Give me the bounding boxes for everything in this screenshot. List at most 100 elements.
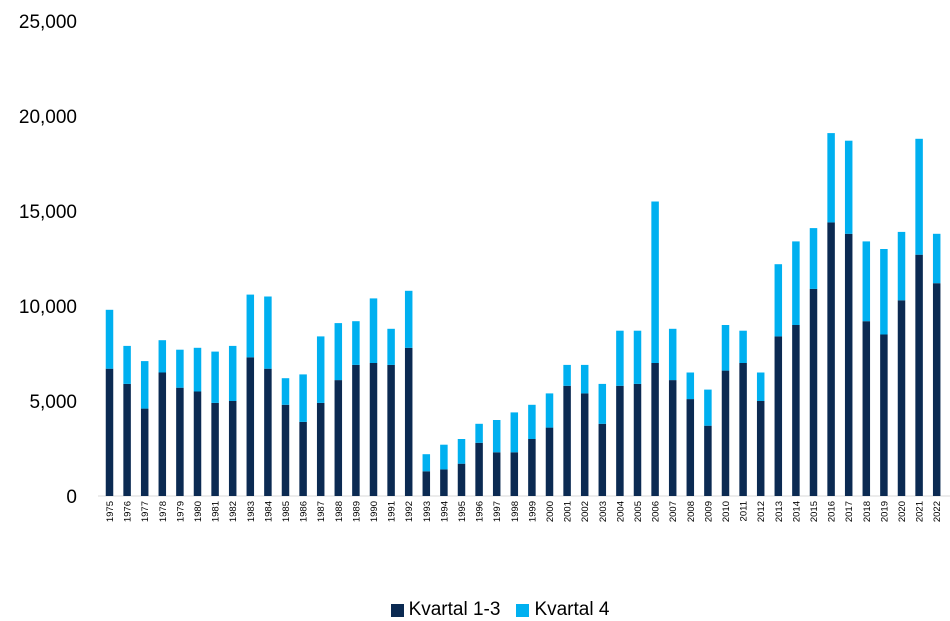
bar-kvartal-4 (458, 439, 466, 464)
bar-kvartal-4 (405, 291, 413, 348)
x-tick-label: 1981 (211, 501, 222, 522)
bar-kvartal-1-3 (370, 363, 378, 496)
x-tick-label: 2018 (862, 501, 873, 522)
bar-kvartal-1-3 (352, 365, 360, 496)
bar-kvartal-4 (792, 241, 800, 325)
bar-kvartal-1-3 (106, 369, 114, 496)
x-tick-label: 2014 (791, 501, 802, 522)
x-tick-label: 1983 (246, 501, 257, 522)
bar-kvartal-4 (475, 424, 483, 443)
y-tick-label: 15,000 (19, 202, 77, 223)
x-tick-label: 2007 (668, 501, 679, 522)
x-tick-label: 2008 (686, 501, 697, 522)
bar-kvartal-1-3 (423, 471, 431, 496)
bar-kvartal-1-3 (141, 409, 149, 496)
bar-kvartal-1-3 (634, 384, 642, 496)
bar-kvartal-4 (616, 331, 624, 386)
x-tick-label: 2020 (897, 501, 908, 522)
bar-kvartal-4 (229, 346, 237, 401)
bar-kvartal-4 (211, 352, 219, 403)
bar-kvartal-4 (757, 373, 765, 402)
bar-kvartal-1-3 (915, 255, 923, 496)
x-tick-label: 1979 (175, 501, 186, 522)
bar-kvartal-1-3 (159, 373, 167, 497)
bar-kvartal-4 (440, 445, 448, 470)
x-tick-label: 2004 (615, 501, 626, 522)
bar-kvartal-1-3 (739, 363, 747, 496)
bar-kvartal-4 (669, 329, 677, 380)
bar-kvartal-4 (739, 331, 747, 363)
bar-kvartal-1-3 (757, 401, 765, 496)
bar-kvartal-1-3 (335, 380, 343, 496)
bar-kvartal-1-3 (880, 335, 888, 497)
bar-kvartal-1-3 (440, 469, 448, 496)
bar-kvartal-1-3 (176, 388, 184, 496)
x-tick-label: 2005 (633, 501, 644, 522)
bar-kvartal-4 (370, 298, 378, 363)
bar-kvartal-1-3 (563, 386, 571, 496)
x-tick-label: 1975 (105, 501, 116, 522)
bar-kvartal-4 (387, 329, 395, 365)
bar-kvartal-4 (634, 331, 642, 384)
bar-kvartal-4 (775, 264, 783, 336)
x-tick-label: 2015 (809, 501, 820, 522)
bar-kvartal-1-3 (775, 336, 783, 496)
x-tick-label: 2012 (756, 501, 767, 522)
bar-kvartal-4 (176, 350, 184, 388)
bar-kvartal-4 (528, 405, 536, 439)
bar-kvartal-4 (511, 412, 519, 452)
bar-kvartal-1-3 (458, 464, 466, 496)
x-tick-label: 1995 (457, 501, 468, 522)
bar-kvartal-1-3 (669, 380, 677, 496)
legend-label-q4: Kvartal 4 (534, 599, 609, 621)
x-tick-label: 2002 (580, 501, 591, 522)
bar-kvartal-4 (704, 390, 712, 426)
x-tick-label: 2009 (703, 501, 714, 522)
bar-kvartal-1-3 (792, 325, 800, 496)
x-tick-label: 2011 (739, 501, 750, 521)
bar-kvartal-4 (581, 365, 589, 394)
x-tick-label: 1998 (510, 501, 521, 522)
bar-kvartal-1-3 (405, 348, 413, 496)
bar-kvartal-1-3 (123, 384, 131, 496)
bar-kvartal-1-3 (229, 401, 237, 496)
bar-kvartal-1-3 (475, 443, 483, 496)
bar-kvartal-4 (722, 325, 730, 371)
bar-kvartal-1-3 (933, 283, 941, 496)
bar-kvartal-4 (933, 234, 941, 283)
x-tick-label: 1982 (228, 501, 239, 522)
bar-kvartal-1-3 (704, 426, 712, 496)
bar-kvartal-1-3 (194, 392, 202, 497)
x-tick-label: 1978 (158, 501, 169, 522)
bar-kvartal-1-3 (581, 393, 589, 496)
bar-kvartal-4 (335, 323, 343, 380)
y-tick-label: 20,000 (19, 107, 77, 128)
bar-kvartal-4 (599, 384, 607, 424)
bar-kvartal-4 (317, 336, 325, 403)
bar-kvartal-4 (898, 232, 906, 300)
bar-kvartal-4 (247, 295, 255, 358)
bar-kvartal-4 (863, 241, 871, 321)
x-tick-label: 1993 (422, 501, 433, 522)
x-tick-label: 1997 (492, 501, 503, 522)
x-tick-label: 2013 (774, 501, 785, 522)
bar-kvartal-4 (563, 365, 571, 386)
bar-kvartal-4 (845, 141, 853, 234)
bar-kvartal-4 (123, 346, 131, 384)
bar-kvartal-1-3 (511, 452, 519, 496)
bar-kvartal-1-3 (898, 300, 906, 496)
bar-kvartal-4 (194, 348, 202, 392)
bar-kvartal-4 (880, 249, 888, 335)
x-tick-label: 1992 (404, 501, 415, 522)
x-tick-label: 1976 (123, 501, 134, 522)
x-tick-label: 1980 (193, 501, 204, 522)
bar-kvartal-4 (141, 361, 149, 409)
x-tick-label: 2003 (598, 501, 609, 522)
x-tick-label: 2022 (932, 501, 943, 522)
bar-kvartal-1-3 (317, 403, 325, 496)
x-tick-label: 1994 (439, 501, 450, 522)
bar-kvartal-4 (915, 139, 923, 255)
